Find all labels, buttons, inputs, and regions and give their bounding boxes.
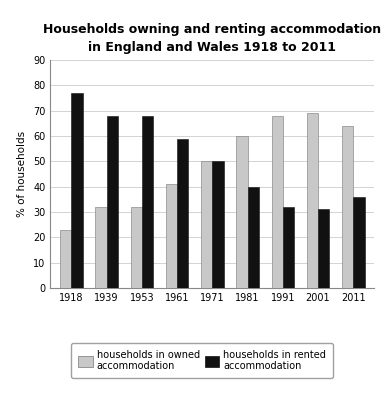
Y-axis label: % of households: % of households bbox=[17, 131, 27, 217]
Bar bbox=[271, 116, 283, 288]
Bar bbox=[166, 184, 177, 288]
Text: in England and Wales 1918 to 2011: in England and Wales 1918 to 2011 bbox=[88, 41, 336, 54]
Bar bbox=[142, 116, 153, 288]
Bar bbox=[177, 138, 188, 288]
Bar bbox=[236, 136, 247, 288]
Bar bbox=[283, 207, 294, 288]
Bar bbox=[130, 207, 142, 288]
Bar bbox=[60, 230, 71, 288]
Bar bbox=[318, 210, 329, 288]
Bar bbox=[307, 113, 318, 288]
Bar bbox=[353, 197, 364, 288]
Bar bbox=[212, 161, 223, 288]
Bar bbox=[201, 161, 212, 288]
Legend: households in owned
accommodation, households in rented
accommodation: households in owned accommodation, house… bbox=[71, 343, 333, 378]
Bar bbox=[247, 187, 259, 288]
Bar bbox=[342, 126, 353, 288]
Text: Households owning and renting accommodation: Households owning and renting accommodat… bbox=[43, 23, 381, 36]
Bar bbox=[95, 207, 107, 288]
Bar bbox=[107, 116, 118, 288]
Bar bbox=[71, 93, 83, 288]
